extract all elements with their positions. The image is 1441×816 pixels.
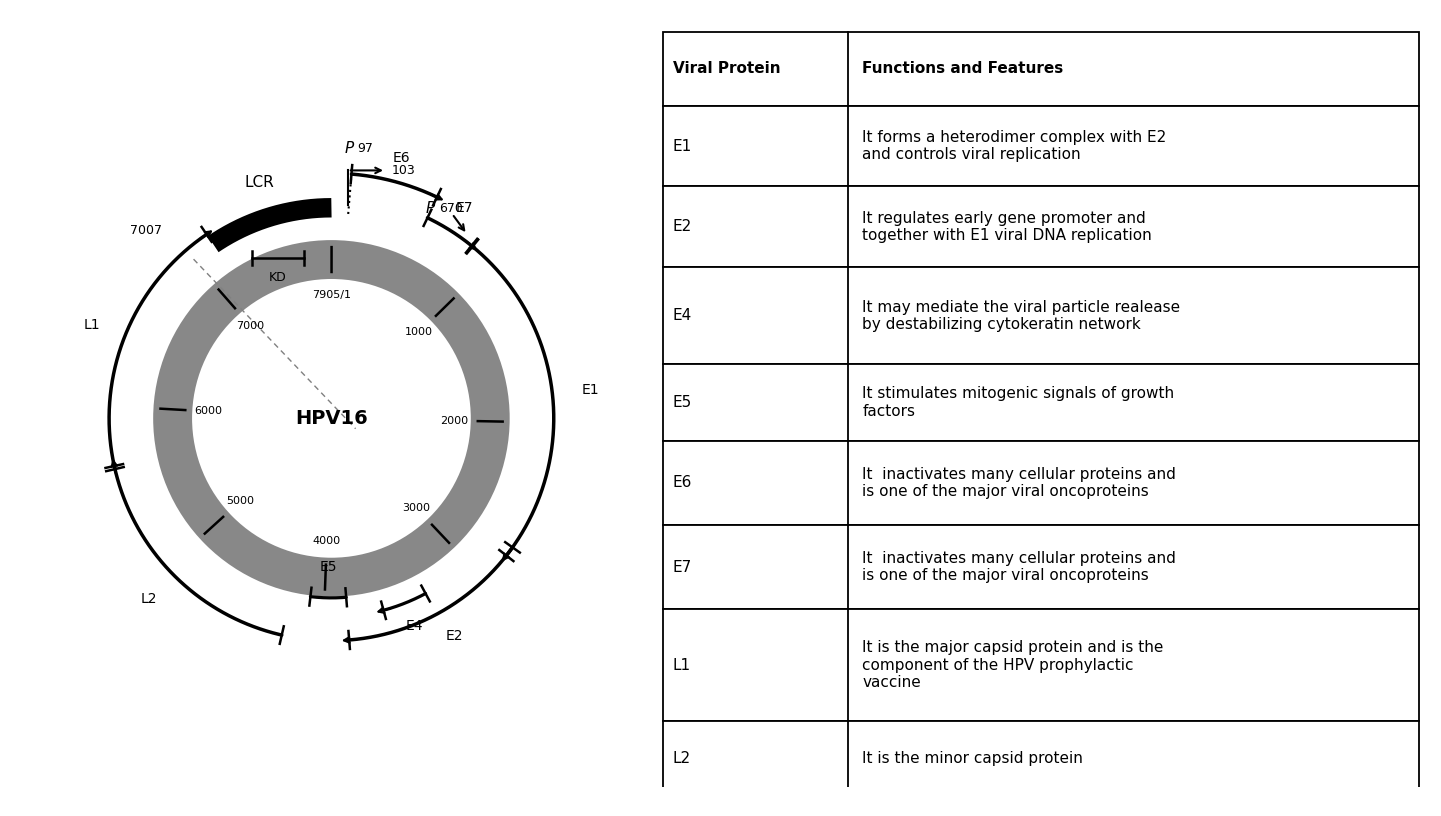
Text: It stimulates mitogenic signals of growth
factors: It stimulates mitogenic signals of growt… — [862, 386, 1174, 419]
Bar — [663, 106, 1419, 187]
Text: It forms a heterodimer complex with E2
and controls viral replication: It forms a heterodimer complex with E2 a… — [862, 130, 1167, 162]
Text: 97: 97 — [357, 142, 373, 155]
Text: 4000: 4000 — [313, 536, 342, 546]
Bar — [663, 610, 1419, 721]
Text: E2: E2 — [445, 629, 464, 643]
Text: E6: E6 — [673, 475, 692, 490]
Text: 103: 103 — [392, 164, 415, 177]
Text: KD: KD — [269, 271, 287, 284]
Text: It  inactivates many cellular proteins and
is one of the major viral oncoprotein: It inactivates many cellular proteins an… — [862, 551, 1176, 583]
Text: It regulates early gene promoter and
together with E1 viral DNA replication: It regulates early gene promoter and tog… — [862, 211, 1153, 243]
Text: 3000: 3000 — [402, 503, 429, 512]
Text: 5000: 5000 — [226, 496, 255, 506]
Text: E5: E5 — [320, 560, 337, 574]
Text: Viral Protein: Viral Protein — [673, 61, 780, 77]
Text: LCR: LCR — [244, 175, 274, 190]
Text: It may mediate the viral particle realease
by destabilizing cytokeratin network: It may mediate the viral particle realea… — [862, 299, 1180, 332]
Bar — [663, 721, 1419, 795]
Text: 6000: 6000 — [195, 406, 223, 416]
Text: L2: L2 — [673, 751, 690, 765]
Text: P: P — [344, 141, 353, 156]
Text: E5: E5 — [673, 395, 692, 410]
Text: L1: L1 — [673, 658, 690, 673]
Text: 670: 670 — [440, 202, 464, 215]
Bar — [663, 441, 1419, 525]
Text: E1: E1 — [673, 139, 692, 153]
Bar — [663, 364, 1419, 441]
Text: E6: E6 — [393, 151, 411, 166]
Text: E7: E7 — [455, 202, 473, 215]
Text: It is the minor capsid protein: It is the minor capsid protein — [862, 751, 1084, 765]
Text: 1000: 1000 — [405, 327, 434, 337]
Text: It  inactivates many cellular proteins and
is one of the major viral oncoprotein: It inactivates many cellular proteins an… — [862, 467, 1176, 499]
Text: E4: E4 — [405, 619, 422, 632]
Bar — [663, 268, 1419, 364]
Text: 7905/1: 7905/1 — [313, 290, 352, 300]
Text: 7000: 7000 — [236, 321, 265, 331]
Text: L2: L2 — [141, 592, 157, 606]
Bar — [663, 187, 1419, 268]
Text: 2000: 2000 — [441, 415, 468, 426]
Text: P: P — [425, 201, 435, 215]
Bar — [663, 525, 1419, 610]
Text: E4: E4 — [673, 308, 692, 323]
Text: E7: E7 — [673, 560, 692, 574]
Text: E2: E2 — [673, 220, 692, 234]
Text: 7007: 7007 — [130, 224, 161, 237]
Text: HPV16: HPV16 — [295, 409, 367, 428]
Bar — [663, 32, 1419, 106]
Text: L1: L1 — [84, 318, 101, 332]
Text: E1: E1 — [581, 383, 599, 397]
Text: Functions and Features: Functions and Features — [862, 61, 1063, 77]
Text: It is the major capsid protein and is the
component of the HPV prophylactic
vacc: It is the major capsid protein and is th… — [862, 641, 1164, 690]
